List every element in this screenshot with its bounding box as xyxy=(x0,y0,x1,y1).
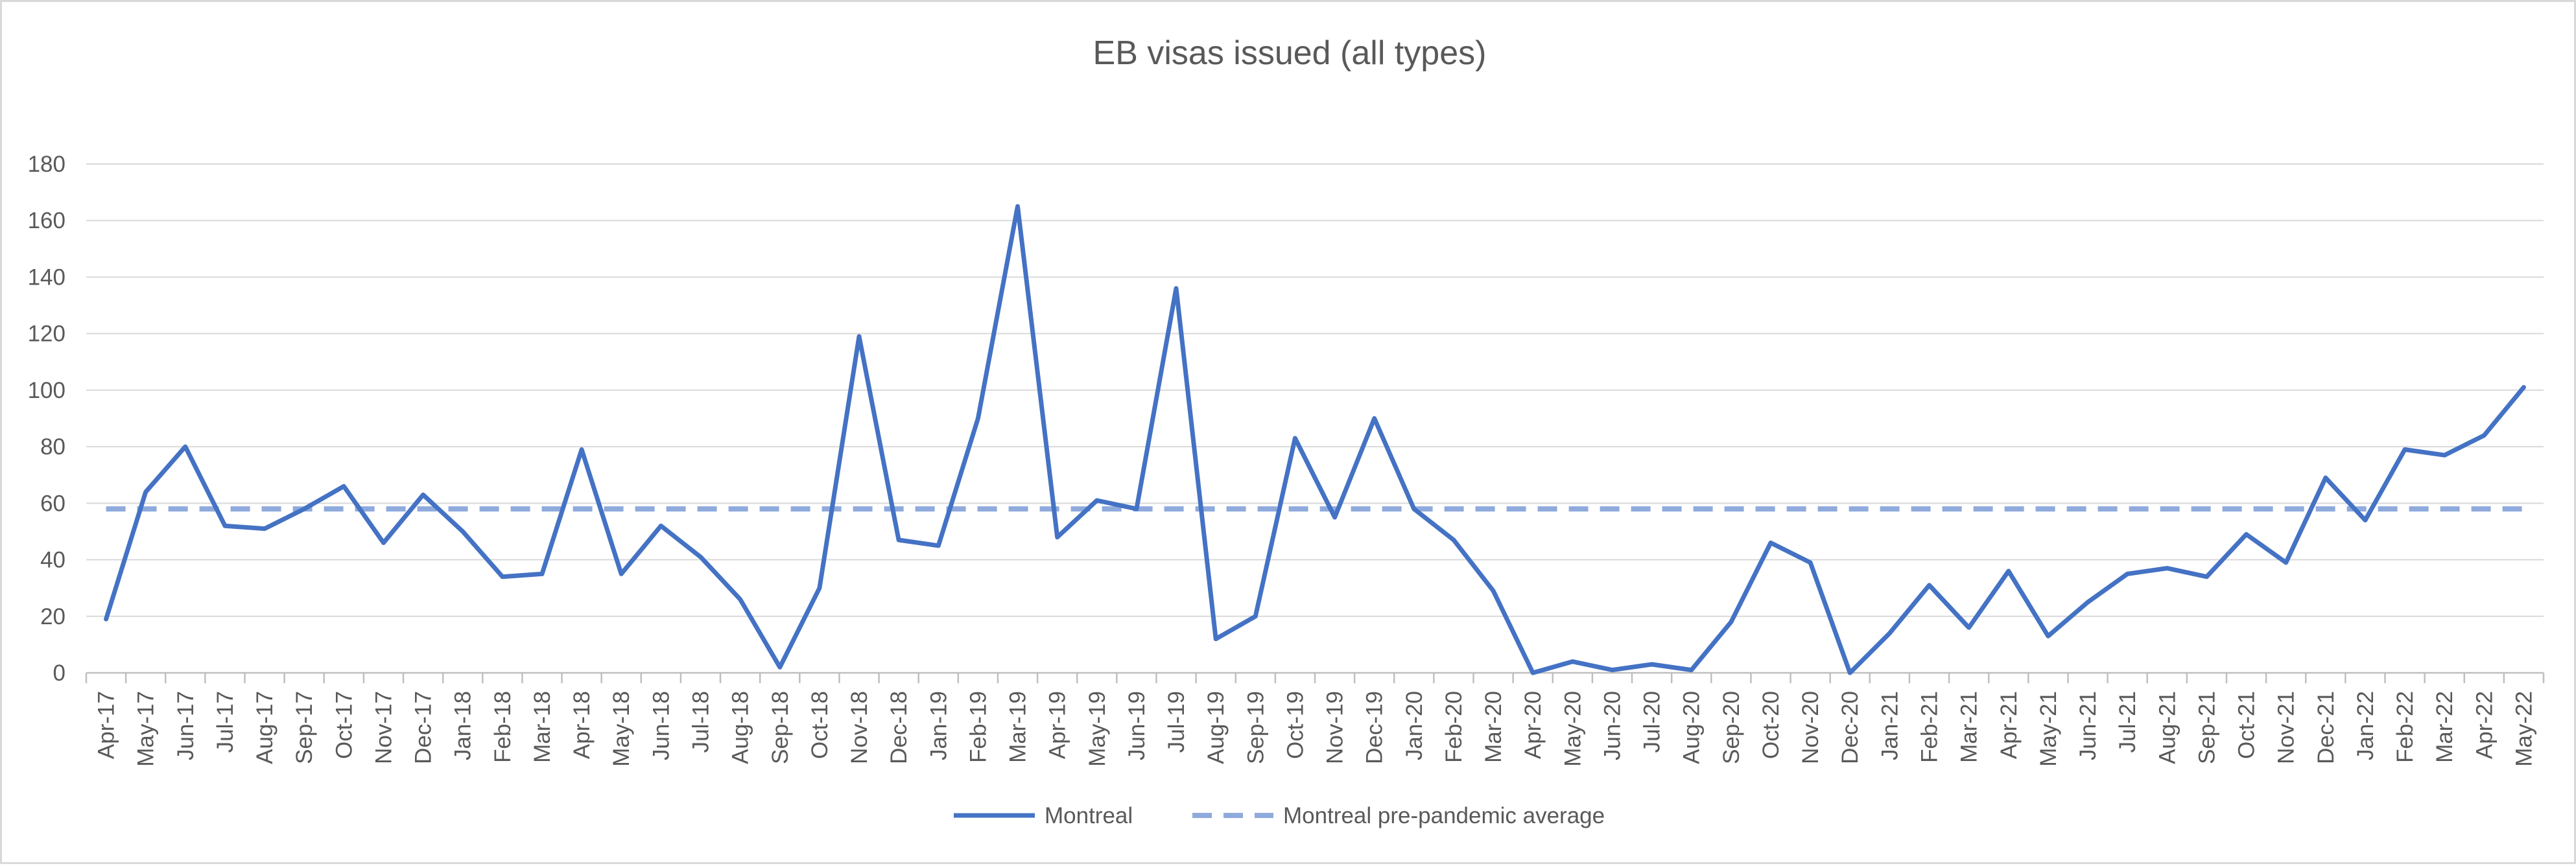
x-tick-label: Dec-21 xyxy=(2313,691,2339,764)
x-tick-label: Nov-17 xyxy=(371,691,396,764)
x-tick-label: Nov-20 xyxy=(1798,691,1823,764)
x-tick-label: Aug-20 xyxy=(1679,691,1705,764)
x-tick-label: Mar-21 xyxy=(1957,691,1982,763)
x-tick-label: Jul-18 xyxy=(689,691,714,753)
x-tick-label: Jan-22 xyxy=(2353,691,2378,760)
x-tick-label: Jul-21 xyxy=(2115,691,2140,753)
x-tick-label: Oct-19 xyxy=(1282,691,1308,759)
series-lines xyxy=(104,204,2526,675)
y-tick-label: 140 xyxy=(28,264,65,290)
x-tick-label: May-19 xyxy=(1085,691,1110,767)
x-tick-label: Feb-18 xyxy=(490,691,515,763)
x-tick-label: May-20 xyxy=(1560,691,1585,767)
x-tick-label: Jun-17 xyxy=(173,691,198,760)
y-tick-label: 120 xyxy=(28,322,65,347)
y-tick-label: 100 xyxy=(28,378,65,403)
x-tick-label: Sep-19 xyxy=(1243,691,1268,764)
x-tick-label: Apr-18 xyxy=(569,691,595,759)
x-tick-label: Apr-21 xyxy=(1996,691,2022,759)
x-tick-label: Aug-18 xyxy=(728,691,753,764)
x-tick-label: Apr-19 xyxy=(1045,691,1070,759)
x-tick-label: Apr-20 xyxy=(1520,691,1546,759)
x-tick-label: Apr-22 xyxy=(2472,691,2497,759)
legend-label: Montreal xyxy=(1045,803,1133,828)
x-tick-label: Feb-19 xyxy=(965,691,991,763)
x-tick-label: May-18 xyxy=(609,691,634,767)
y-tick-label: 160 xyxy=(28,208,65,233)
x-tick-label: Sep-20 xyxy=(1719,691,1744,764)
x-tick-label: Sep-18 xyxy=(768,691,793,764)
y-axis-ticks: 0 20 40 60 80 100 120 140 160 180 xyxy=(28,152,65,686)
y-tick-label: 60 xyxy=(40,491,65,516)
x-tick-label: Sep-17 xyxy=(292,691,317,764)
legend: Montreal Montreal pre-pandemic average xyxy=(954,803,1605,828)
x-tick-label: Oct-20 xyxy=(1758,691,1784,759)
y-tick-label: 20 xyxy=(40,604,65,629)
x-tick-label: Jun-19 xyxy=(1124,691,1150,760)
x-tick-label: Jan-20 xyxy=(1402,691,1427,760)
x-tick-label: Dec-18 xyxy=(886,691,912,764)
x-tick-label: Dec-17 xyxy=(411,691,436,764)
legend-label: Montreal pre-pandemic average xyxy=(1283,803,1605,828)
x-tick-label: Jul-19 xyxy=(1164,691,1189,753)
x-tick-label: Jun-20 xyxy=(1600,691,1625,760)
gridlines xyxy=(86,163,2544,674)
x-tick-label: May-21 xyxy=(2036,691,2061,767)
x-tick-label: Feb-22 xyxy=(2393,691,2418,763)
x-tick-label: Nov-19 xyxy=(1323,691,1348,764)
y-tick-label: 40 xyxy=(40,548,65,573)
x-tick-label: Mar-22 xyxy=(2432,691,2457,763)
x-tick-label: Jun-21 xyxy=(2075,691,2101,760)
x-tick-label: Mar-20 xyxy=(1481,691,1506,763)
x-tick-label: Mar-18 xyxy=(530,691,555,763)
x-tick-label: Dec-19 xyxy=(1362,691,1388,764)
y-tick-label: 180 xyxy=(28,152,65,177)
x-tick-label: Sep-21 xyxy=(2194,691,2219,764)
series-line-montreal xyxy=(104,204,2526,675)
x-tick-label: Dec-20 xyxy=(1837,691,1863,764)
x-tick-label: Nov-18 xyxy=(847,691,872,764)
x-tick-label: Feb-21 xyxy=(1917,691,1943,763)
y-tick-label: 80 xyxy=(40,434,65,460)
x-axis-ticks: Apr-17 May-17 Jun-17 Jul-17 Aug-17 Sep-17 Oct-… xyxy=(85,673,2545,767)
x-tick-label: Oct-21 xyxy=(2234,691,2260,759)
x-tick-label: Jun-18 xyxy=(648,691,674,760)
x-tick-label: May-22 xyxy=(2511,691,2536,767)
x-tick-label: Jan-18 xyxy=(451,691,476,760)
x-tick-label: Mar-19 xyxy=(1006,691,1031,763)
x-tick-label: Nov-21 xyxy=(2274,691,2299,764)
x-tick-label: Aug-19 xyxy=(1203,691,1229,764)
x-tick-label: Oct-17 xyxy=(331,691,357,759)
x-tick-label: Oct-18 xyxy=(807,691,833,759)
x-tick-label: Jul-20 xyxy=(1640,691,1665,753)
x-tick-label: May-17 xyxy=(134,691,159,767)
x-tick-label: Aug-21 xyxy=(2155,691,2180,764)
x-tick-label: Aug-17 xyxy=(252,691,278,764)
x-tick-label: Jan-21 xyxy=(1877,691,1902,760)
x-tick-label: Jan-19 xyxy=(926,691,951,760)
chart-title: EB visas issued (all types) xyxy=(1093,34,1487,72)
y-tick-label: 0 xyxy=(53,661,65,686)
x-tick-label: Feb-20 xyxy=(1441,691,1467,763)
x-tick-label: Apr-17 xyxy=(94,691,119,759)
x-tick-label: Jul-17 xyxy=(213,691,238,753)
